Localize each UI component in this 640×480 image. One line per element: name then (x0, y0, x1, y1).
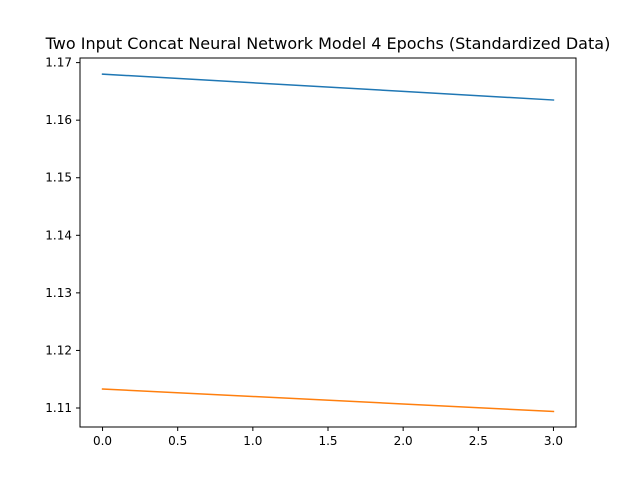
y-axis-ticks: 1.11 1.12 1.13 1.14 1.15 1.16 1.17 (45, 56, 80, 415)
x-tick-label: 1.0 (243, 434, 262, 448)
chart-title: Two Input Concat Neural Network Model 4 … (45, 34, 611, 53)
series-line-1 (101, 73, 555, 101)
y-tick-label: 1.14 (45, 228, 72, 242)
y-tick-label: 1.17 (45, 56, 72, 70)
y-tick-label: 1.11 (45, 401, 72, 415)
y-tick-label: 1.16 (45, 113, 72, 127)
x-tick-label: 3.0 (544, 434, 563, 448)
series-layer (101, 73, 555, 413)
x-tick-label: 0.0 (93, 434, 112, 448)
x-tick-label: 2.0 (394, 434, 413, 448)
x-tick-label: 1.5 (318, 434, 337, 448)
y-tick-label: 1.12 (45, 343, 72, 357)
y-tick-label: 1.13 (45, 286, 72, 300)
y-tick-label: 1.15 (45, 171, 72, 185)
x-tick-label: 0.5 (168, 434, 187, 448)
plot-frame (79, 57, 577, 428)
series-line-2 (101, 388, 555, 413)
x-tick-label: 2.5 (469, 434, 488, 448)
x-axis-ticks: 0.0 0.5 1.0 1.5 2.0 2.5 3.0 (93, 427, 563, 448)
